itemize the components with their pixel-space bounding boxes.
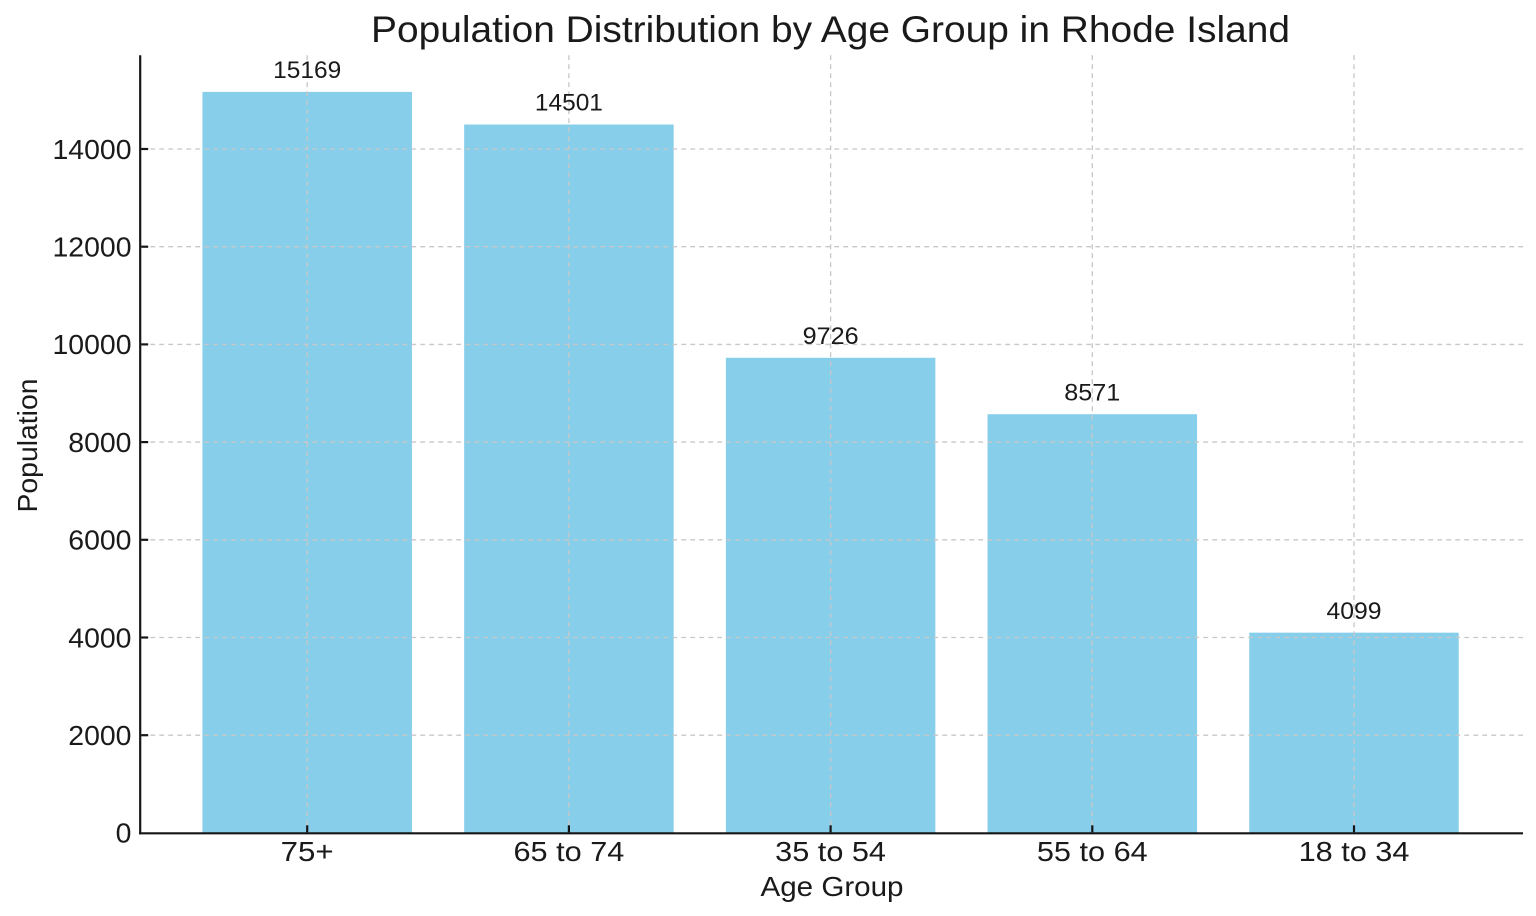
svg-text:6000: 6000 bbox=[68, 524, 131, 556]
svg-text:35 to 54: 35 to 54 bbox=[775, 835, 886, 867]
svg-text:Population: Population bbox=[12, 379, 43, 513]
svg-text:18 to 34: 18 to 34 bbox=[1299, 835, 1410, 867]
svg-text:9726: 9726 bbox=[803, 323, 859, 350]
svg-text:75+: 75+ bbox=[281, 835, 334, 867]
svg-text:10000: 10000 bbox=[53, 328, 132, 360]
svg-text:55 to 64: 55 to 64 bbox=[1037, 835, 1148, 867]
svg-text:14501: 14501 bbox=[535, 90, 603, 117]
svg-text:15169: 15169 bbox=[273, 57, 341, 84]
svg-text:12000: 12000 bbox=[53, 231, 132, 263]
svg-text:8571: 8571 bbox=[1064, 379, 1120, 406]
svg-text:0: 0 bbox=[116, 817, 132, 849]
svg-text:Age Group: Age Group bbox=[761, 871, 904, 902]
svg-text:4000: 4000 bbox=[68, 621, 131, 653]
svg-text:65 to 74: 65 to 74 bbox=[514, 835, 625, 867]
svg-text:4099: 4099 bbox=[1327, 598, 1382, 625]
svg-text:14000: 14000 bbox=[53, 133, 132, 165]
svg-text:Population Distribution by Age: Population Distribution by Age Group in … bbox=[371, 8, 1290, 50]
svg-text:2000: 2000 bbox=[68, 719, 131, 751]
svg-text:8000: 8000 bbox=[68, 426, 131, 458]
